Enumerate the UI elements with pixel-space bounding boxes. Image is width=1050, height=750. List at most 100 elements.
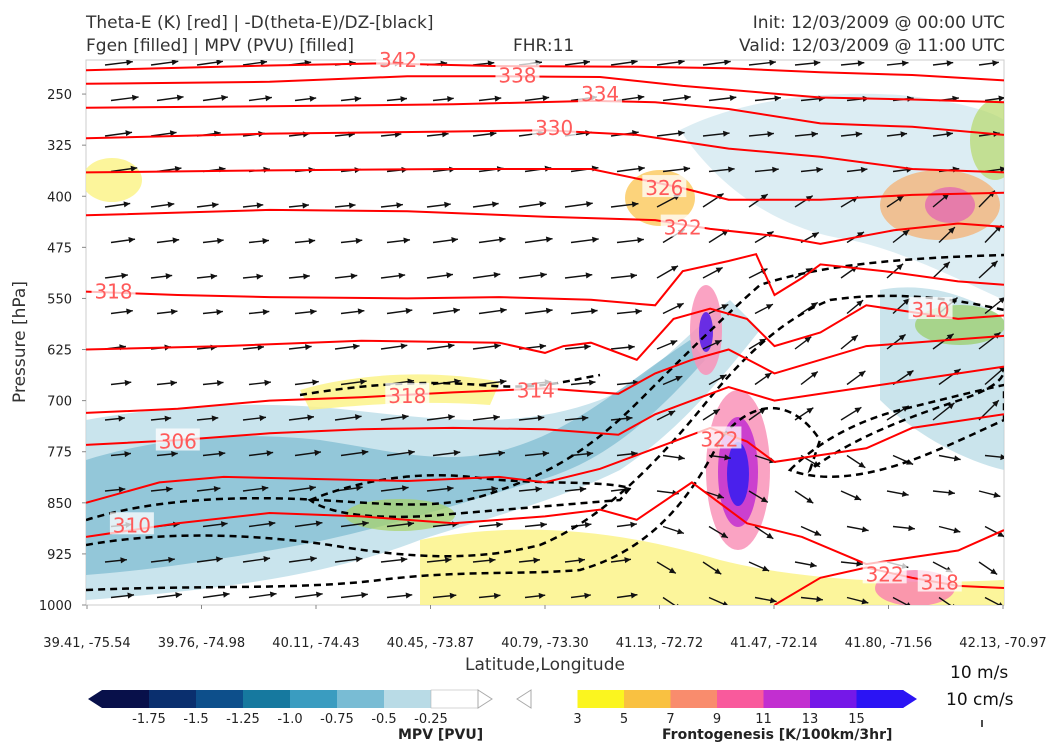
wind-vector-head [170,308,178,315]
wind-vector-head [169,130,177,137]
wind-vector-head [805,195,813,202]
colorbar-tick-label: -0.5 [371,712,396,727]
theta-e-label: 314 [517,378,555,402]
y-tick-label: 1000 [39,599,72,614]
wind-vector-head [630,592,638,599]
theta-e-label: 318 [388,384,426,408]
wind-vector-head [354,414,362,421]
wind-vector-shaft [892,596,909,605]
dashed-contour-4 [299,373,601,397]
wind-vector-head [625,415,633,422]
wind-vector-head [124,379,132,386]
x-tick-label: 39.76, -74.98 [158,636,245,651]
wind-vector-head [850,335,858,342]
wind-vector-head [810,302,818,309]
x-tick-label: 41.13, -72.72 [616,636,703,651]
wind-vector-head [355,237,363,244]
wind-vector-head [952,603,955,605]
theta-e-line [86,413,1004,504]
wind-vector-head [309,308,317,315]
theta-e-labels: 342 338 334 330 326 322 318 318 314 310 322 306 310 3… [91,47,962,595]
wind-vector-head [265,95,272,102]
colorbar-swatch [243,690,291,708]
wind-vector-head [488,557,496,564]
wind-vector-head [898,334,906,341]
wind-vector-head [714,340,722,346]
title-left-line1: Theta-E (K) [red] | -D(theta-E)/DZ-[blac… [86,13,434,33]
wind-vector-head [401,414,409,421]
fgen-colorbar: 3 5 7 9 11 13 15 [516,689,917,727]
wind-vector-head [578,557,585,564]
wind-vector-head [165,486,173,493]
wind-vector-head [126,60,133,66]
title-left-line2: Fgen [filled] | MPV (PVU) [filled] [86,36,355,56]
theta-e-line [86,99,1004,136]
wind-vector-head [542,450,550,457]
wind-vector-head [760,496,768,503]
wind-vector-head [256,273,263,280]
wind-vector-head [355,556,363,563]
reference-wind-speed: 10 m/s [950,663,1009,683]
wind-vector-head [120,557,127,564]
theta-e-lapse-contours [86,253,1004,592]
theta-e-label: 318 [94,280,132,304]
reference-vertical-speed: 10 cm/s [946,690,1014,710]
wind-vector-head [854,407,862,414]
theta-e-label-bg [908,297,953,320]
wind-vector-head [901,490,909,497]
colorbar-tick-label: 13 [802,712,819,727]
wind-vector-head [946,131,953,138]
wind-vector-head [683,166,691,173]
wind-vector-head [584,521,592,528]
wind-vector-head [494,343,501,350]
wind-vector-head [408,449,415,456]
wind-vector-head [762,565,770,572]
x-axis-ticks: 39.41, -75.54 39.76, -74.98 40.11, -74.43 4… [43,605,1047,651]
wind-vector-head [676,603,679,605]
wind-vector-head [213,485,221,492]
wind-vector-head [302,202,309,209]
wind-vector-head [729,94,737,102]
wind-vector-head [676,303,684,309]
wind-vector-head [362,520,369,527]
wind-vector-head [990,260,998,268]
theta-e-label: 338 [498,64,536,88]
colorbar-swatch [531,690,578,708]
wind-vector-head [400,343,408,350]
wind-vector-head [307,414,314,421]
theta-e-line [86,75,1004,104]
theta-e-line [86,62,1004,82]
colorbar-arrow-right [903,690,917,708]
wind-vector-head [590,308,598,315]
wind-vector-head [896,263,904,271]
y-tick-label: 625 [47,344,72,359]
wind-vector-head [624,557,631,564]
wind-vector-head [125,130,133,137]
colorbar-swatch [624,690,671,708]
wind-vector-head [998,95,1004,102]
wind-vector-head [769,60,776,66]
wind-vector-head [407,520,415,528]
wind-vector-head [453,307,460,314]
wind-vector-head [350,273,358,280]
theta-e-label: 342 [379,48,417,72]
wind-vector-head [305,344,312,351]
wind-vector-head [217,237,224,244]
wind-vector-head [131,94,139,101]
wind-vector-head [259,415,267,422]
colorbar-swatch [717,690,764,708]
theta-e-line [86,481,1004,566]
wind-vector-head [533,557,540,564]
theta-e-label-bg [532,115,577,138]
wind-vector-head [124,451,131,458]
x-axis-label: Latitude,Longitude [465,655,625,675]
theta-e-line [86,304,1004,361]
y-tick-label: 475 [47,241,72,256]
wind-vector-head [451,237,458,244]
wind-vector-head [268,520,276,527]
wind-vector-head [675,375,683,382]
theta-e-label-bg [513,377,558,400]
wind-vector-head [684,94,691,101]
wind-vector-head [767,131,774,138]
wind-vector-head [630,521,637,528]
